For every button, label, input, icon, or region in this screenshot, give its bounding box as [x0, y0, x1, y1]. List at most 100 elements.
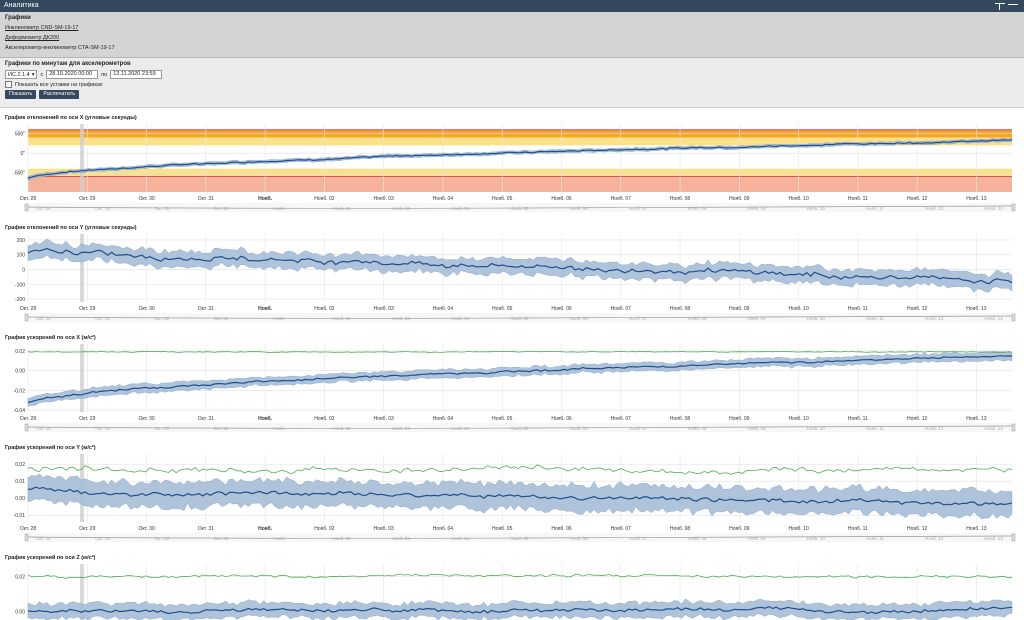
chart-title: График ускорений по оси X (м/с²) — [5, 334, 96, 341]
navigator-handle-left[interactable] — [24, 203, 29, 212]
x-tick-label: Нояб. 06 — [551, 306, 572, 312]
y-tick-label: -100 — [15, 282, 25, 288]
x-tick-label: Нояб. 07 — [611, 526, 632, 532]
navigator-label: Нояб. — [273, 426, 285, 431]
y-tick-label: -200 — [15, 297, 25, 303]
x-tick-label: Нояб. 04 — [433, 306, 454, 312]
navigator-label: Окт. 30 — [155, 206, 170, 211]
navigator-label: Нояб. 10 — [807, 206, 826, 211]
window-controls — [995, 0, 1018, 12]
navigator-series — [27, 205, 1013, 209]
y-tick-label: 0.00 — [15, 496, 25, 502]
filter-panel: Графики по минутам для акселерометров ИС… — [0, 58, 1024, 108]
navigator[interactable] — [28, 423, 1012, 432]
navigator[interactable] — [28, 203, 1012, 212]
filter-panel-title: Графики по минутам для акселерометров — [5, 61, 131, 67]
x-tick-label: Нояб. 07 — [611, 306, 632, 312]
navigator-label: Нояб. 07 — [629, 536, 648, 541]
chart-panel: График ускорений по оси Y (м/с²) 0.02 0.01… — [5, 444, 1016, 542]
chart-panel: График отклонений по оси Y (угловые секу… — [5, 224, 1016, 322]
x-tick-label: Нояб. 08 — [670, 196, 691, 202]
x-tick-label: Окт. 28 — [20, 306, 36, 312]
navigator-label: Нояб. 09 — [747, 536, 766, 541]
series-band — [27, 238, 1013, 293]
navigator-label: Окт. 30 — [155, 316, 170, 321]
y-tick-label: 0.00 — [15, 609, 25, 615]
x-tick-label: Нояб. 07 — [611, 196, 632, 202]
x-tick-label: Окт. 29 — [79, 196, 95, 202]
link-deformometer[interactable]: Деформометр ДК200 — [5, 35, 60, 41]
graphs-panel-title: Графики — [5, 15, 31, 21]
navigator-handle-right[interactable] — [1011, 203, 1016, 212]
pin-icon[interactable] — [995, 2, 1005, 10]
x-tick-label: Нояб. 12 — [907, 306, 928, 312]
navigator-label: Нояб. 04 — [451, 426, 470, 431]
navigator-label: Нояб. 04 — [451, 316, 470, 321]
series-mean-line — [27, 139, 1013, 179]
x-tick-label: Нояб. 13 — [966, 416, 987, 422]
navigator-label: Нояб. 02 — [332, 316, 351, 321]
navigator-label: Нояб. 04 — [451, 206, 470, 211]
filter-row: ИС.2.1.4 ▾ с 28.10.2020 00:00 по 13.11.2… — [5, 70, 1019, 79]
navigator-label: Нояб. 13 — [984, 316, 1003, 321]
x-tick-label: Нояб. 09 — [729, 306, 750, 312]
chart-panel: График ускорений по оси Z (м/с²) 0.02 0.00 — [5, 554, 1013, 620]
navigator-label: Окт. 31 — [214, 426, 229, 431]
minimize-icon[interactable] — [1008, 3, 1018, 11]
date-to-input[interactable]: 13.11.2020 23:59 — [110, 70, 163, 79]
navigator-handle-left[interactable] — [24, 313, 29, 322]
chart-title: График ускорений по оси Z (м/с²) — [5, 554, 96, 561]
series-line — [27, 350, 1013, 354]
series-mean-line — [27, 486, 1013, 506]
x-tick-label: Нояб. 06 — [551, 196, 572, 202]
navigator-handle-left[interactable] — [24, 533, 29, 542]
navigator-handle-right[interactable] — [1011, 423, 1016, 432]
x-tick-label: Нояб. 12 — [907, 196, 928, 202]
x-tick-label: Нояб. 06 — [551, 526, 572, 532]
navigator-label: Нояб. 11 — [866, 316, 884, 321]
y-tick-label: 0.01 — [15, 479, 25, 485]
checkbox-row: Показать все уставки на графиках — [5, 81, 1019, 88]
show-settings-checkbox[interactable] — [5, 81, 12, 88]
print-button[interactable]: Распечатать — [39, 90, 80, 99]
x-tick-label: Нояб. 10 — [788, 526, 809, 532]
sensor-select[interactable]: ИС.2.1.4 ▾ — [5, 70, 38, 79]
x-tick-label: Окт. 31 — [198, 526, 214, 532]
x-tick-label: Нояб. 02 — [314, 526, 335, 532]
navigator-label: Нояб. 13 — [984, 426, 1003, 431]
show-button[interactable]: Показать — [5, 90, 37, 99]
x-tick-label: Окт. 29 — [79, 416, 95, 422]
navigator-label: Нояб. 06 — [569, 426, 588, 431]
x-tick-label: Нояб. 03 — [374, 306, 395, 312]
navigator-series — [27, 315, 1013, 319]
navigator-handle-left[interactable] — [24, 423, 29, 432]
y-tick-label: -0.01 — [14, 513, 26, 519]
x-tick-label: Нояб. 02 — [314, 196, 335, 202]
navigator-label: Нояб. 03 — [392, 536, 411, 541]
navigator-label: Нояб. 09 — [747, 426, 766, 431]
navigator[interactable] — [28, 313, 1012, 322]
navigator-label: Нояб. 08 — [688, 316, 707, 321]
navigator-label: Окт. 30 — [155, 426, 170, 431]
y-tick-label: 0.00 — [15, 369, 25, 375]
x-tick-label: Нояб. 08 — [670, 306, 691, 312]
navigator-label: Нояб. 02 — [332, 206, 351, 211]
navigator-label: Нояб. — [273, 536, 285, 541]
x-tick-label: Нояб. 13 — [966, 196, 987, 202]
navigator-handle-right[interactable] — [1011, 533, 1016, 542]
navigator-label: Нояб. 05 — [510, 316, 529, 321]
navigator-label: Нояб. 07 — [629, 316, 648, 321]
navigator[interactable] — [28, 533, 1012, 542]
navigator-label: Нояб. 11 — [866, 426, 884, 431]
x-tick-label: Окт. 29 — [79, 306, 95, 312]
link-inclinometer[interactable]: Инклинометр CND-SM-19-17 — [5, 25, 79, 31]
date-from-input[interactable]: 28.10.2020 00:00 — [46, 70, 99, 79]
x-tick-label: Нояб. 09 — [729, 416, 750, 422]
y-tick-label: -0.02 — [14, 388, 26, 394]
x-tick-label: Нояб. 13 — [966, 306, 987, 312]
navigator-handle-right[interactable] — [1011, 313, 1016, 322]
navigator-series — [27, 535, 1013, 539]
x-tick-label: Нояб. 03 — [374, 526, 395, 532]
x-tick-label: Окт. 30 — [138, 196, 154, 202]
x-tick-label: Окт. 30 — [138, 416, 154, 422]
